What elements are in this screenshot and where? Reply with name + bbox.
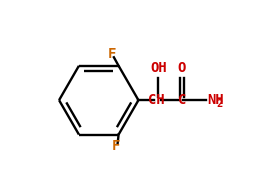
Text: 2: 2 [217,99,223,109]
Text: NH: NH [208,93,224,107]
Text: C: C [178,93,186,107]
Text: OH: OH [150,61,167,75]
Text: O: O [178,61,186,75]
Text: F: F [112,139,120,153]
Text: CH: CH [148,93,165,107]
Text: F: F [108,47,116,61]
